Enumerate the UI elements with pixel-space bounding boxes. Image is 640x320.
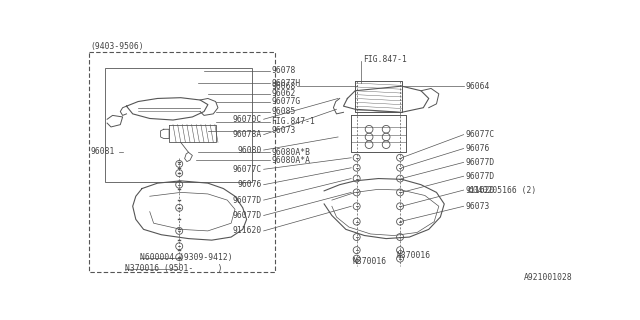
Text: 96078: 96078: [271, 66, 296, 75]
Text: 96077H: 96077H: [271, 78, 301, 88]
Bar: [105, 68, 252, 182]
Text: N370016 (9501-     ): N370016 (9501- ): [125, 264, 222, 273]
Bar: [90, 52, 275, 272]
Text: (9403-9506): (9403-9506): [91, 42, 145, 51]
Text: 96077D: 96077D: [465, 172, 495, 181]
Text: 96076: 96076: [465, 144, 490, 153]
Text: N600004 (9309-9412): N600004 (9309-9412): [140, 253, 232, 262]
Text: 96078A: 96078A: [233, 130, 262, 139]
Text: 96077C: 96077C: [233, 165, 262, 174]
Text: 911620: 911620: [233, 227, 262, 236]
Text: 96076: 96076: [237, 180, 262, 189]
Text: 96080A*B: 96080A*B: [271, 148, 310, 157]
Text: FIG.847-1: FIG.847-1: [271, 117, 316, 126]
Text: 911620: 911620: [465, 186, 495, 195]
Text: 96077D: 96077D: [465, 158, 495, 167]
Text: 96085: 96085: [271, 107, 296, 116]
Text: 96077D: 96077D: [233, 196, 262, 204]
Text: 96077D: 96077D: [233, 211, 262, 220]
Text: 96077G: 96077G: [271, 97, 301, 106]
Text: 96073: 96073: [271, 126, 296, 135]
Text: 96081: 96081: [91, 147, 115, 156]
Text: ©040205166 (2): ©040205166 (2): [467, 186, 536, 195]
Text: 96062: 96062: [271, 89, 296, 98]
Text: 96080A*A: 96080A*A: [271, 156, 310, 164]
Text: 96070C: 96070C: [233, 115, 262, 124]
Text: 96077C: 96077C: [465, 130, 495, 139]
Text: 96064: 96064: [465, 82, 490, 91]
Text: 96073: 96073: [465, 202, 490, 211]
Text: FIG.847-1: FIG.847-1: [363, 55, 407, 64]
Text: N370016: N370016: [353, 257, 387, 266]
Text: N370016: N370016: [396, 251, 430, 260]
Text: A921001028: A921001028: [524, 274, 572, 283]
Text: 96068: 96068: [271, 82, 296, 91]
Text: 96080: 96080: [237, 146, 262, 155]
